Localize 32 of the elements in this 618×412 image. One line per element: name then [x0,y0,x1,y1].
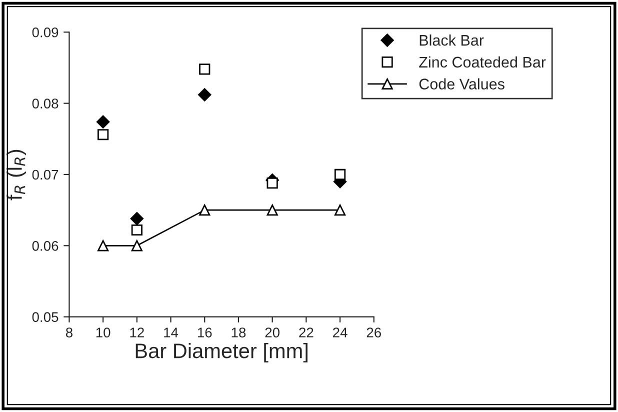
point [266,177,278,189]
x-tick-label: 8 [66,328,72,338]
x-tick-label: 16 [198,328,212,338]
point [131,224,142,236]
x-tick-label: 14 [164,328,178,338]
point [98,240,109,252]
x-axis-title: Bar Diameter [mm] [136,342,308,362]
point [198,88,212,102]
x-tick-label: 26 [366,328,382,338]
point [130,212,144,226]
point [266,204,278,216]
y-tick-label: 0.09 [32,27,58,38]
x-tick-label: 20 [265,328,280,338]
x-tick-label: 12 [130,328,144,338]
point [131,240,142,252]
y-tick-label: 0.05 [32,312,58,322]
point [334,168,346,180]
point [199,204,210,216]
x-tick-label: 10 [96,328,110,338]
y-tick-label: 0.06 [32,240,58,251]
x-tick-label: 18 [232,328,246,338]
point [199,64,210,75]
y-tick-label: 0.07 [32,170,58,180]
point [96,115,110,128]
legend-label: Black Bar [420,34,484,46]
legend-label: Code Values [419,78,504,90]
point [334,204,346,216]
y-tick-label: 0.08 [32,98,58,108]
point [98,129,109,140]
legend-label: Zinc Coateded Bar [419,56,546,68]
x-tick-label: 24 [333,328,348,338]
x-tick-label: 22 [299,328,314,338]
